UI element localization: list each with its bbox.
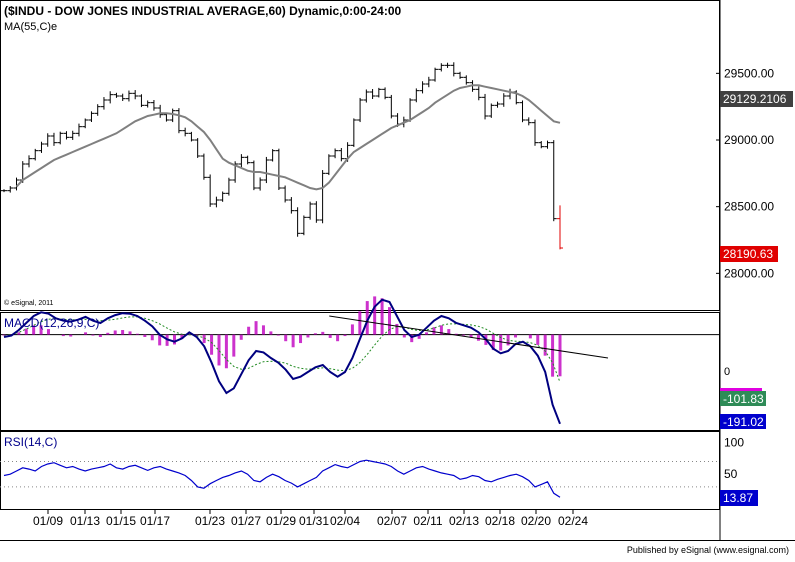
x-tick-label: 02/18 bbox=[485, 514, 515, 528]
macd-zero-label: 0 bbox=[724, 366, 730, 378]
price-bars bbox=[1, 62, 563, 250]
rsi-tick-label: 100 bbox=[724, 435, 744, 449]
x-tick-label: 01/15 bbox=[106, 514, 136, 528]
x-tick-label: 01/31 bbox=[299, 514, 329, 528]
price-tick-label: 28000.00 bbox=[724, 266, 774, 280]
x-tick-label: 02/07 bbox=[377, 514, 407, 528]
chart-title: ($INDU - DOW JONES INDUSTRIAL AVERAGE,60… bbox=[4, 4, 402, 18]
price-tick-label: 29500.00 bbox=[724, 66, 774, 80]
macd-signal-badge: -101.83 bbox=[720, 391, 766, 406]
ma-value: 29129.2106 bbox=[723, 92, 787, 106]
rsi-line bbox=[3, 459, 561, 498]
x-tick-label: 01/13 bbox=[70, 514, 100, 528]
rsi-panel bbox=[0, 431, 720, 510]
macd-signal-value: -101.83 bbox=[723, 392, 764, 406]
x-tick-label: 02/11 bbox=[413, 514, 442, 528]
price-tick-label: 28500.00 bbox=[724, 200, 774, 214]
macd-hist-badge bbox=[720, 388, 762, 391]
indicator-lines bbox=[3, 84, 609, 498]
price-tick-label: 29000.00 bbox=[724, 133, 774, 147]
macd-label: MACD(12,26,9,C) bbox=[4, 316, 99, 330]
rsi-label: RSI(14,C) bbox=[4, 435, 57, 449]
x-tick-label: 01/27 bbox=[231, 514, 261, 528]
x-tick-label: 02/20 bbox=[521, 514, 551, 528]
ma-label: MA(55,C)e bbox=[4, 21, 57, 33]
macd-value-badge: -191.02 bbox=[720, 414, 766, 429]
x-tick-label: 01/17 bbox=[140, 514, 170, 528]
rsi-value-badge: 13.87 bbox=[720, 490, 758, 506]
rsi-value: 13.87 bbox=[723, 491, 753, 505]
x-tick-label: 01/29 bbox=[266, 514, 296, 528]
x-tick-label: 02/13 bbox=[449, 514, 479, 528]
macd-value: -191.02 bbox=[723, 415, 764, 429]
rsi-tick-label: 50 bbox=[724, 467, 738, 481]
x-tick-label: 01/09 bbox=[33, 514, 63, 528]
last-price-value: 28190.63 bbox=[723, 247, 773, 261]
footer-text: Published by eSignal (www.esignal.com) bbox=[627, 545, 789, 555]
x-tick-label: 02/04 bbox=[330, 514, 360, 528]
macd-signal-line bbox=[3, 316, 561, 383]
ma-line bbox=[15, 84, 561, 191]
x-tick-label: 02/24 bbox=[558, 514, 588, 528]
copyright-text: © eSignal, 2011 bbox=[4, 299, 54, 307]
macd-line bbox=[3, 298, 561, 425]
macd-trendline bbox=[329, 315, 609, 359]
axis-labels: 29500.00 29000.00 28500.00 28000.00 100 50 01/… bbox=[33, 66, 774, 528]
ma-value-badge: 29129.2106 bbox=[720, 91, 793, 107]
x-tick-label: 01/23 bbox=[195, 514, 225, 528]
last-price-badge: 28190.63 bbox=[720, 246, 778, 262]
price-panel bbox=[0, 0, 720, 311]
